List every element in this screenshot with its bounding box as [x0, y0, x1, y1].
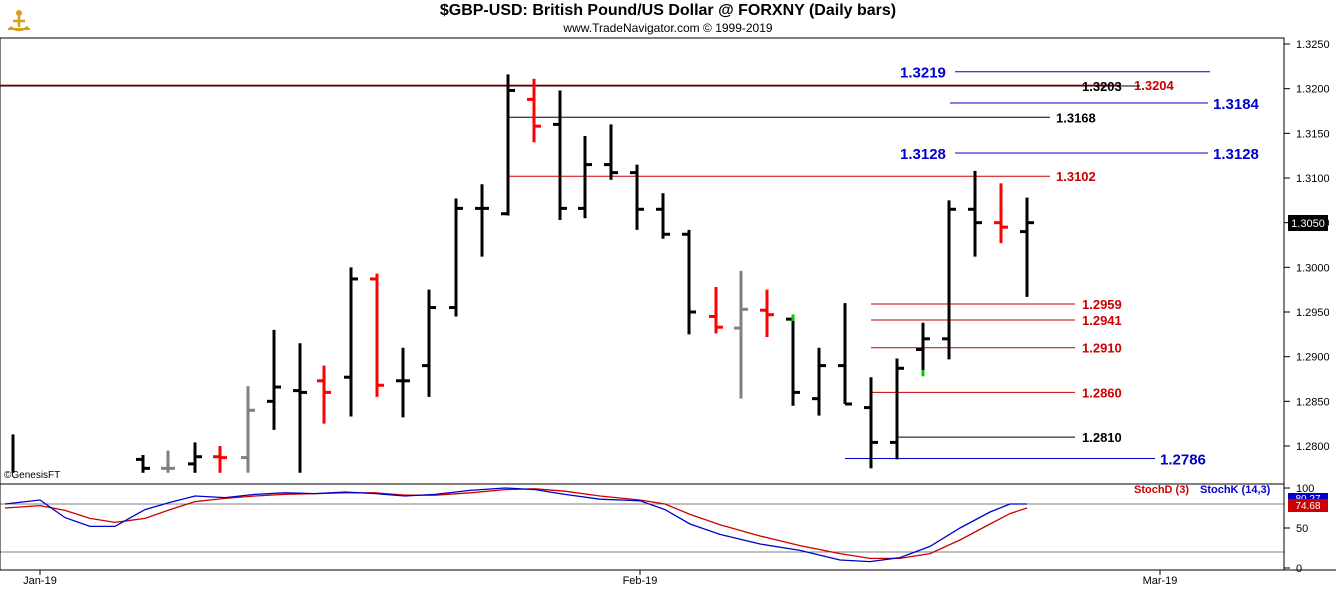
stochd-value: 74.68: [1295, 501, 1320, 512]
ohlc-bar: [188, 442, 202, 473]
ohlc-bar: [422, 289, 436, 397]
level-label: 1.3168: [1056, 110, 1096, 125]
ohlc-bar: [267, 329, 281, 430]
stoch-y-label: 100: [1296, 483, 1314, 495]
ohlc-bar: [213, 446, 227, 473]
y-tick-label: 1.2900: [1296, 352, 1330, 364]
y-tick-label: 1.3100: [1296, 173, 1330, 185]
ohlc-bar: [916, 322, 930, 371]
price-levels: 1.3219 1.3204 1.3203 1.3184 1.3168 1.3128 1.31…: [0, 65, 1260, 469]
stochk-value-box: [1288, 493, 1328, 504]
ohlc-bars: [11, 74, 1034, 473]
ohlc-bar: [734, 270, 748, 399]
ohlc-bar: [630, 164, 644, 230]
ohlc-bar: [864, 377, 878, 469]
ohlc-bar: [475, 184, 489, 257]
ohlc-bar: [604, 124, 618, 180]
y-tick-label: 1.3200: [1296, 84, 1330, 96]
last-price-box: [1288, 215, 1328, 231]
x-tick-label: Mar-19: [1143, 575, 1178, 587]
price-panel-frame: [0, 37, 1285, 485]
level-label: 1.3128: [900, 146, 946, 163]
ohlc-bar: [812, 347, 826, 416]
ohlc-bar: [578, 136, 592, 219]
level-label: 1.2786: [1160, 452, 1206, 469]
level-label: 1.2860: [1082, 385, 1122, 400]
ohlc-bar: [501, 74, 515, 216]
time-x-axis: Jan-19 Feb-19 Mar-19: [23, 570, 1177, 587]
level-label: 1.2910: [1082, 341, 1122, 356]
level-label: 1.3128: [1213, 146, 1259, 163]
stoch-y-label: 50: [1296, 523, 1308, 535]
ohlc-bar: [370, 273, 384, 397]
ohlc-bar: [396, 347, 410, 418]
ohlc-bar: [293, 343, 307, 473]
y-tick-label: 1.3250: [1296, 39, 1330, 51]
ohlc-bar: [161, 450, 175, 473]
ohlc-bar: [449, 198, 463, 317]
ohlc-bar: [553, 90, 567, 220]
stochk-legend: StochK (14,3): [1200, 484, 1271, 496]
ohlc-bar: [1020, 197, 1034, 297]
stochd-legend: StochD (3): [1134, 484, 1189, 496]
ohlc-bar: [786, 314, 800, 406]
level-label: 1.3203: [1082, 79, 1122, 94]
last-price-label: 1.3050: [1291, 218, 1325, 230]
ohlc-bar: [682, 229, 696, 335]
chart-subtitle: www.TradeNavigator.com © 1999-2019: [563, 21, 773, 35]
ohlc-bar: [527, 78, 541, 143]
ohlc-bar: [968, 170, 982, 257]
stochk-line: [4, 487, 1027, 563]
y-tick-label: 1.2800: [1296, 441, 1330, 453]
stoch-y-label: 0: [1296, 563, 1302, 575]
ohlc-bar: [942, 200, 956, 360]
level-label: 1.2959: [1082, 297, 1122, 312]
level-label: 1.3184: [1213, 96, 1260, 113]
ohlc-bar: [656, 193, 670, 239]
stochd-line: [4, 488, 1028, 560]
ohlc-bar: [838, 303, 852, 406]
ohlc-bar: [136, 454, 150, 473]
ohlc-bar: [344, 267, 358, 417]
ohlc-bar: [890, 358, 904, 460]
y-tick-label: 1.3150: [1296, 128, 1330, 140]
stochd-value-box: [1288, 499, 1328, 512]
x-tick-label: Feb-19: [623, 575, 658, 587]
y-tick-label: 1.3000: [1296, 262, 1330, 274]
ohlc-bar: [760, 289, 774, 338]
level-label: 1.2941: [1082, 313, 1122, 328]
y-tick-label: 1.2950: [1296, 307, 1330, 319]
level-label: 1.2810: [1082, 430, 1122, 445]
tradenavigator-logo-icon: [4, 3, 34, 33]
y-tick-label: 1.2850: [1296, 396, 1330, 408]
level-label: 1.3204: [1134, 78, 1175, 93]
watermark: ©GenesisFT: [4, 470, 60, 481]
level-label: 1.3219: [900, 65, 946, 82]
x-tick-label: Jan-19: [23, 575, 57, 587]
ohlc-bar: [317, 365, 331, 424]
ohlc-bar: [994, 183, 1008, 244]
chart-title: $GBP-USD: British Pound/US Dollar @ FORX…: [439, 2, 897, 19]
level-label: 1.3102: [1056, 169, 1096, 184]
ohlc-bar: [241, 386, 255, 473]
ohlc-bar: [709, 286, 723, 334]
price-y-axis: 1.3250 1.3200 1.3150 1.3100 1.3050 1.3000 1.29…: [1284, 39, 1330, 453]
